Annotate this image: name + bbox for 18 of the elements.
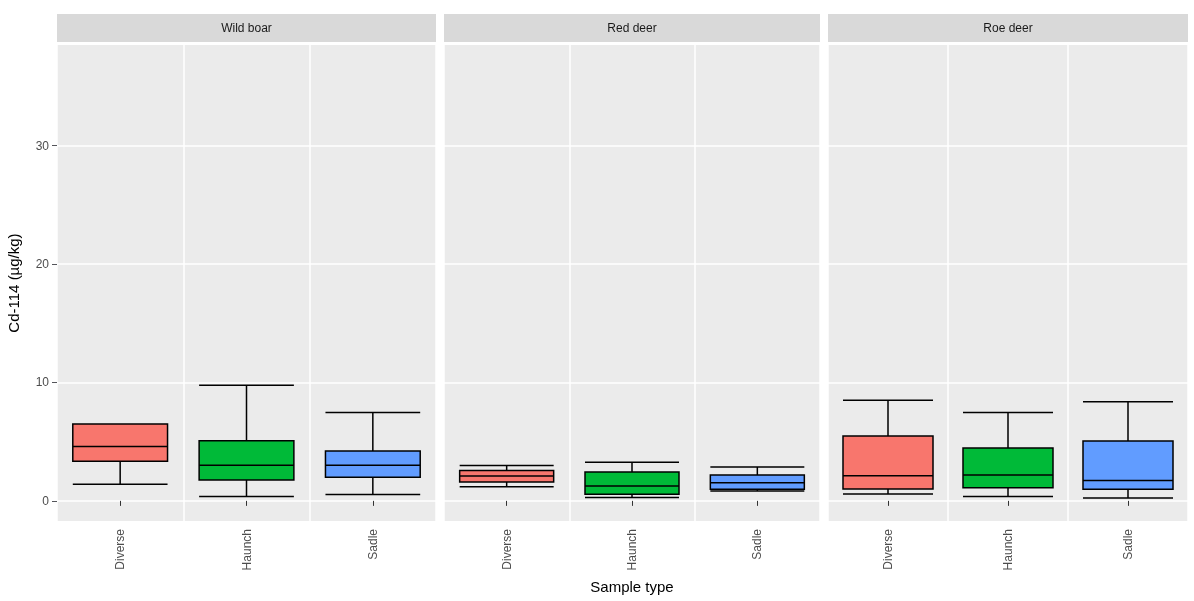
x-tick-label: Sadle	[1121, 528, 1135, 560]
y-tick-label: 0	[42, 493, 50, 508]
x-tick-label: Haunch	[1001, 529, 1015, 571]
x-tick-label: Diverse	[113, 528, 128, 570]
y-axis-title: Cd-114 (µg/kg)	[5, 233, 22, 333]
y-tick-label: 20	[35, 257, 50, 272]
x-tick-label: Sadle	[365, 528, 380, 560]
y-tick-label: 10	[35, 375, 50, 390]
y-tick-label: 30	[35, 138, 50, 153]
x-tick-label: Diverse	[881, 528, 895, 570]
x-axis-title: Sample type	[590, 578, 674, 595]
x-tick-label: Sadle	[750, 528, 765, 560]
x-tick-label: Diverse	[499, 528, 514, 570]
x-tick-label: Haunch	[625, 529, 639, 571]
chart-title: Wild boar	[221, 21, 272, 35]
chart-title: Roe deer	[983, 21, 1033, 35]
chart-title: Red deer	[607, 21, 657, 35]
x-tick-label: Haunch	[239, 529, 254, 571]
